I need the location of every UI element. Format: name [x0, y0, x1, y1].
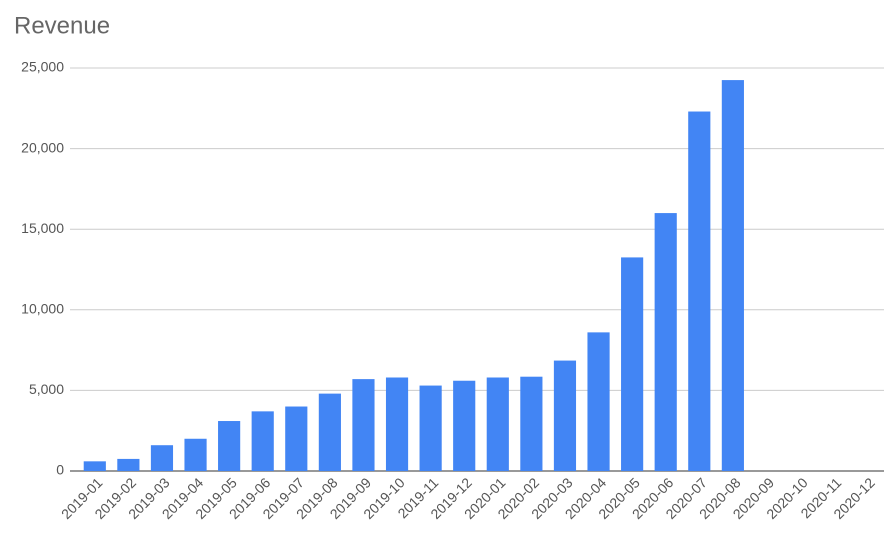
bar [587, 332, 610, 471]
bar [553, 360, 577, 471]
bar [721, 80, 744, 471]
bar [385, 377, 409, 471]
bar [218, 421, 241, 471]
y-tick-label: 20,000 [21, 139, 64, 155]
bar [117, 458, 140, 471]
y-tick-label: 10,000 [21, 301, 64, 317]
y-tick-label: 25,000 [21, 59, 64, 75]
bar [654, 213, 677, 471]
bar [184, 438, 207, 471]
y-tick-label: 5,000 [29, 381, 64, 397]
bar [150, 445, 174, 471]
bar [318, 393, 341, 471]
bar [83, 461, 106, 471]
bar [285, 406, 308, 471]
bar [520, 376, 543, 471]
chart-title: Revenue [14, 12, 110, 39]
bar [352, 379, 375, 471]
bar [621, 257, 644, 471]
bar [453, 380, 476, 471]
bar [251, 411, 274, 471]
bar [419, 385, 442, 471]
bar [486, 377, 509, 471]
y-tick-label: 15,000 [21, 220, 64, 236]
y-tick-label: 0 [56, 462, 64, 478]
bar [688, 111, 711, 472]
